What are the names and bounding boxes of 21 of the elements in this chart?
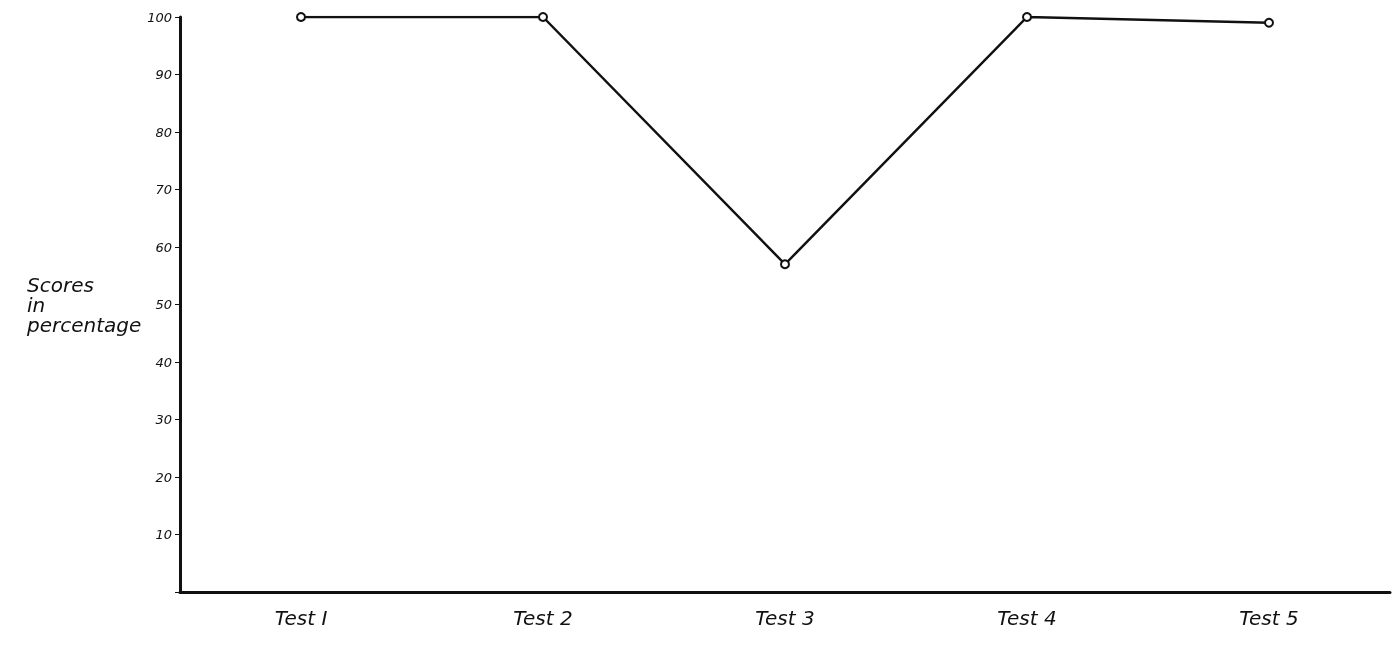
x-tick-label: Test 2 xyxy=(513,606,573,630)
y-tick-label: 100 xyxy=(147,9,172,25)
y-tick-label: 40 xyxy=(155,354,172,370)
y-tick-label: 60 xyxy=(155,239,172,255)
point xyxy=(538,12,548,22)
y-axis-title: Scores in percentage xyxy=(25,272,142,337)
x-tick-label: Test 5 xyxy=(1239,606,1299,630)
point xyxy=(296,12,306,22)
y-tick-label: 30 xyxy=(155,412,172,427)
point xyxy=(1022,12,1032,22)
y-tick-label: 20 xyxy=(155,469,172,485)
x-tick-label: Test I xyxy=(274,606,328,630)
y-tick-label: 90 xyxy=(155,67,172,82)
point xyxy=(1264,17,1274,28)
y-tick-label: 50 xyxy=(155,297,172,312)
x-tick-label: Test 3 xyxy=(755,606,815,630)
y-tick-label: 80 xyxy=(155,124,172,140)
point xyxy=(780,259,790,270)
y-tick-label: 10 xyxy=(155,527,172,542)
x-tick-label: Test 4 xyxy=(997,606,1057,630)
y-tick-label: 70 xyxy=(155,182,172,197)
